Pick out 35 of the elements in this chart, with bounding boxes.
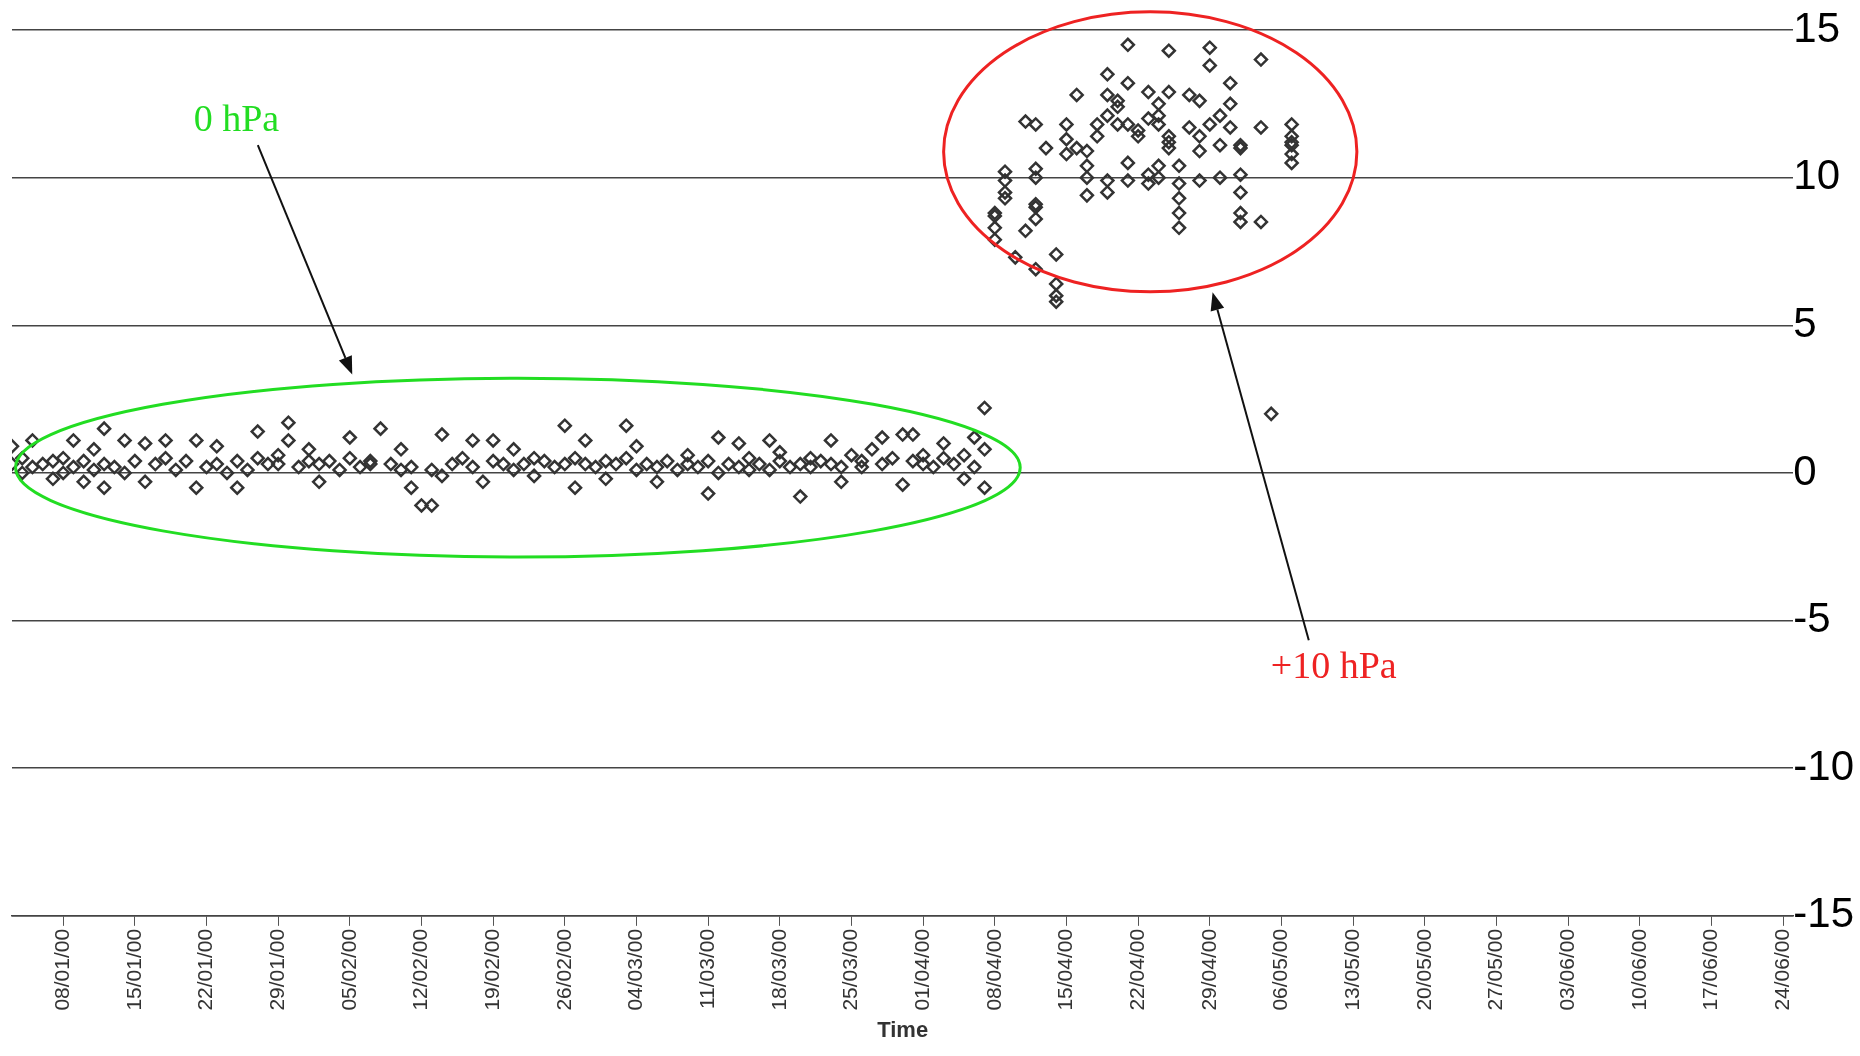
x-tick-label: 22/01/00 xyxy=(193,928,217,1011)
x-tick-label: 05/02/00 xyxy=(336,928,360,1011)
x-tick-label: 08/01/00 xyxy=(49,928,73,1011)
x-tick-label: 15/04/00 xyxy=(1053,928,1077,1011)
x-tick-label: 26/02/00 xyxy=(551,928,575,1011)
x-tick-label: 13/05/00 xyxy=(1339,928,1363,1011)
x-tick-label: 29/01/00 xyxy=(264,928,288,1011)
x-tick-label: 22/04/00 xyxy=(1124,928,1148,1011)
annotation: 0 hPa xyxy=(193,95,280,140)
x-tick-label: 12/02/00 xyxy=(408,928,432,1011)
x-tick-label: 10/06/00 xyxy=(1626,928,1650,1011)
y-tick-label: 10 xyxy=(1793,151,1841,199)
y-tick-label: -15 xyxy=(1793,889,1854,937)
x-tick-label: 27/05/00 xyxy=(1483,928,1507,1011)
x-tick-label: 04/03/00 xyxy=(623,928,647,1011)
x-tick-label: 24/06/00 xyxy=(1769,928,1793,1011)
x-tick-label: 25/03/00 xyxy=(838,928,862,1011)
y-tick-label: 15 xyxy=(1793,3,1841,51)
y-tick-label: 5 xyxy=(1793,298,1817,346)
x-tick-label: 06/05/00 xyxy=(1268,928,1292,1011)
x-tick-label: 03/06/00 xyxy=(1554,928,1578,1011)
x-axis-title: Time xyxy=(877,1016,929,1042)
y-tick-label: -5 xyxy=(1793,594,1831,642)
annotation: +10 hPa xyxy=(1270,643,1397,688)
y-tick-label: -10 xyxy=(1793,741,1854,789)
x-tick-label: 19/02/00 xyxy=(479,928,503,1011)
x-tick-label: 29/04/00 xyxy=(1196,928,1220,1011)
x-tick-label: 11/03/00 xyxy=(694,928,718,1010)
x-tick-label: 20/05/00 xyxy=(1411,928,1435,1011)
x-tick-label: 18/03/00 xyxy=(766,928,790,1011)
x-tick-label: 01/04/00 xyxy=(909,928,933,1011)
x-tick-label: 15/01/00 xyxy=(121,928,145,1011)
y-tick-label: 0 xyxy=(1793,446,1817,494)
x-tick-label: 17/06/00 xyxy=(1698,928,1722,1011)
x-tick-label: 08/04/00 xyxy=(981,928,1005,1011)
